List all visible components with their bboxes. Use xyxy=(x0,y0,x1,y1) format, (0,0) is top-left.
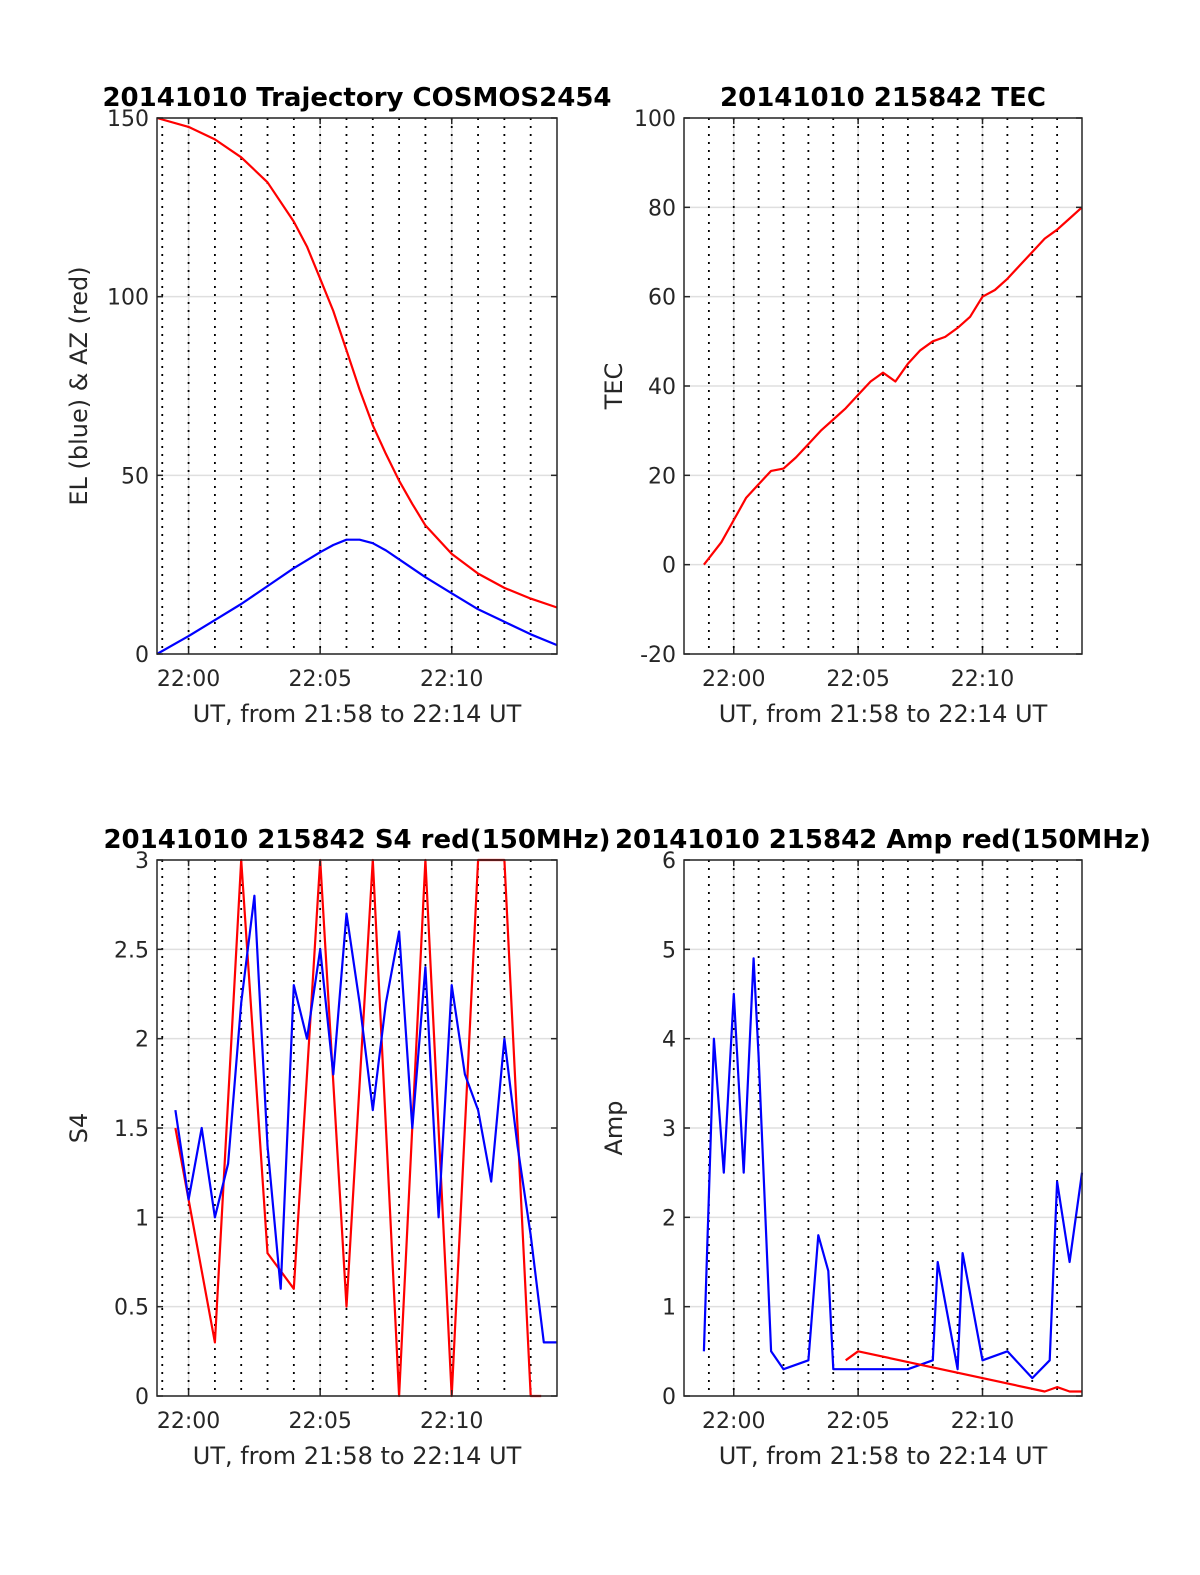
y-tick-label: 0 xyxy=(662,1385,676,1410)
chart-panel-3: 0 0.5 1 1.5 2 2.5 3 22:00 22:05 22:10 20141010 215… xyxy=(65,825,611,1470)
y-tick-label: 0.5 xyxy=(114,1296,149,1321)
y-tick-label: 6 xyxy=(662,849,676,874)
series-line-2 xyxy=(174,894,557,1344)
series-line-2 xyxy=(156,116,558,609)
plot-area xyxy=(157,118,557,654)
chart-panel-2: -20 0 20 40 60 80 100 22:00 22:05 22:10 20141010 2… xyxy=(600,83,1083,728)
y-tick-label: 100 xyxy=(107,286,149,311)
x-axis-label: UT, from 21:58 to 22:14 UT xyxy=(193,1442,522,1470)
x-tick-label: 22:10 xyxy=(420,667,483,692)
y-tick-label: 2 xyxy=(135,1028,149,1053)
x-axis-label: UT, from 21:58 to 22:14 UT xyxy=(193,700,522,728)
y-tick-label: 60 xyxy=(648,286,676,311)
x-tick-label: 22:00 xyxy=(157,1409,220,1434)
y-tick-label: 20 xyxy=(648,464,676,489)
y-tick-label: 2 xyxy=(662,1206,676,1231)
y-tick-label: 80 xyxy=(648,196,676,221)
chart-panel-4: 0 1 2 3 4 5 6 22:00 22:05 22:10 20141010 215842 Am… xyxy=(600,825,1151,1470)
chart-title: 20141010 215842 Amp red(150MHz) xyxy=(615,825,1151,855)
y-tick-label: 100 xyxy=(634,107,676,132)
chart-title: 20141010 215842 TEC xyxy=(720,83,1046,113)
y-tick-label: 150 xyxy=(107,107,149,132)
y-tick-label: 4 xyxy=(662,1028,676,1053)
x-tick-label: 22:05 xyxy=(288,1409,351,1434)
series-line-1 xyxy=(156,538,558,655)
x-tick-label: 22:00 xyxy=(702,1409,765,1434)
x-tick-label: 22:05 xyxy=(826,667,889,692)
y-tick-label: 2.5 xyxy=(114,938,149,963)
axes-frame xyxy=(156,117,558,655)
y-axis-label: S4 xyxy=(65,1113,93,1144)
y-tick-label: 1.5 xyxy=(114,1117,149,1142)
x-tick-label: 22:00 xyxy=(702,667,765,692)
y-tick-label: 1 xyxy=(662,1296,676,1321)
x-axis-label: UT, from 21:58 to 22:14 UT xyxy=(719,700,1048,728)
y-tick-label: 0 xyxy=(135,643,149,668)
series-line-1 xyxy=(703,206,1083,566)
y-tick-label: 3 xyxy=(662,1117,676,1142)
x-tick-label: 22:10 xyxy=(951,667,1014,692)
y-tick-label: 1 xyxy=(135,1206,149,1231)
x-tick-label: 22:05 xyxy=(288,667,351,692)
y-tick-label: 50 xyxy=(121,464,149,489)
x-tick-label: 22:00 xyxy=(157,667,220,692)
chart-title: 20141010 Trajectory COSMOS2454 xyxy=(102,83,611,113)
series-line-2 xyxy=(845,1350,1082,1393)
x-tick-label: 22:10 xyxy=(951,1409,1014,1434)
x-axis-label: UT, from 21:58 to 22:14 UT xyxy=(719,1442,1048,1470)
x-tick-label: 22:05 xyxy=(826,1409,889,1434)
y-tick-label: 3 xyxy=(135,849,149,874)
y-tick-label: 0 xyxy=(135,1385,149,1410)
y-axis-label: TEC xyxy=(600,363,628,411)
chart-panel-1: 0 50 100 150 22:00 22:05 22:10 20141010 Traject… xyxy=(65,83,612,728)
y-tick-label: 0 xyxy=(662,554,676,579)
y-tick-label: 5 xyxy=(662,938,676,963)
y-axis-label: EL (blue) & AZ (red) xyxy=(65,266,93,505)
x-tick-label: 22:10 xyxy=(420,1409,483,1434)
y-axis-label: Amp xyxy=(600,1100,628,1155)
series-line-1 xyxy=(702,957,1084,1380)
chart-title: 20141010 215842 S4 red(150MHz) xyxy=(103,825,610,855)
y-tick-label: -20 xyxy=(640,643,676,668)
y-tick-label: 40 xyxy=(648,375,676,400)
